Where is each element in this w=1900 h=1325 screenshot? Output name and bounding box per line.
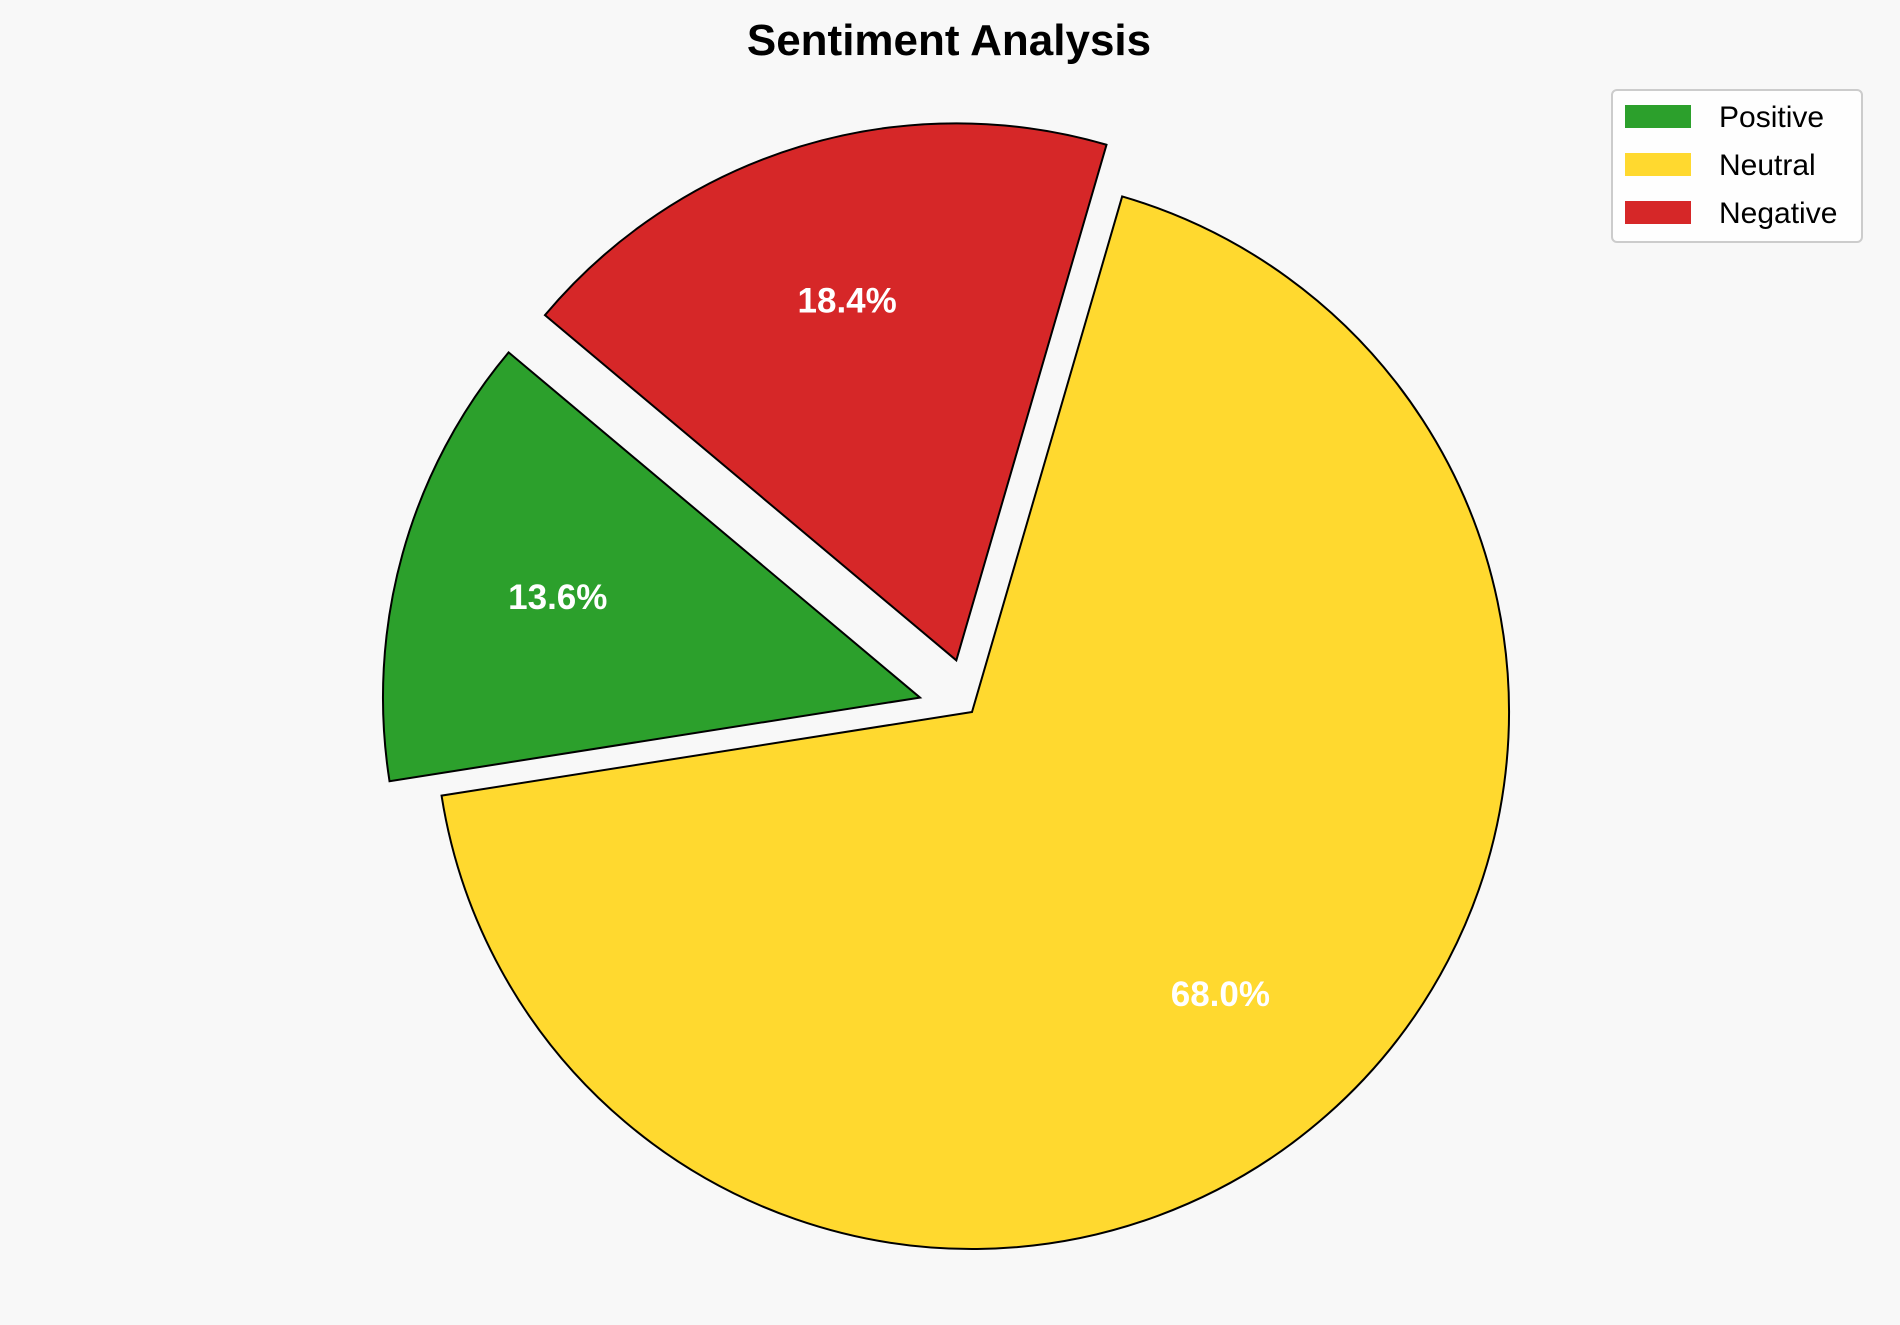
pie-wedges — [382, 122, 1510, 1250]
legend-swatch-neutral — [1625, 153, 1691, 176]
pct-label-neutral: 68.0% — [1171, 975, 1270, 1014]
pct-label-negative: 18.4% — [798, 282, 897, 321]
legend-label-neutral: Neutral — [1719, 149, 1816, 182]
pie-percent-labels: 13.6% 68.0% 18.4% — [508, 282, 1270, 1015]
legend-swatch-positive — [1625, 105, 1691, 128]
pct-label-positive: 13.6% — [508, 578, 607, 617]
pie-wedge-positive — [382, 350, 923, 783]
legend: Positive Neutral Negative — [1611, 89, 1863, 243]
legend-label-positive: Positive — [1719, 101, 1824, 134]
pie-wedge-negative — [543, 122, 1108, 663]
pie-wedge-neutral — [440, 195, 1510, 1250]
chart-title: Sentiment Analysis — [747, 16, 1151, 65]
legend-swatch-negative — [1625, 201, 1691, 224]
legend-label-negative: Negative — [1719, 197, 1837, 230]
